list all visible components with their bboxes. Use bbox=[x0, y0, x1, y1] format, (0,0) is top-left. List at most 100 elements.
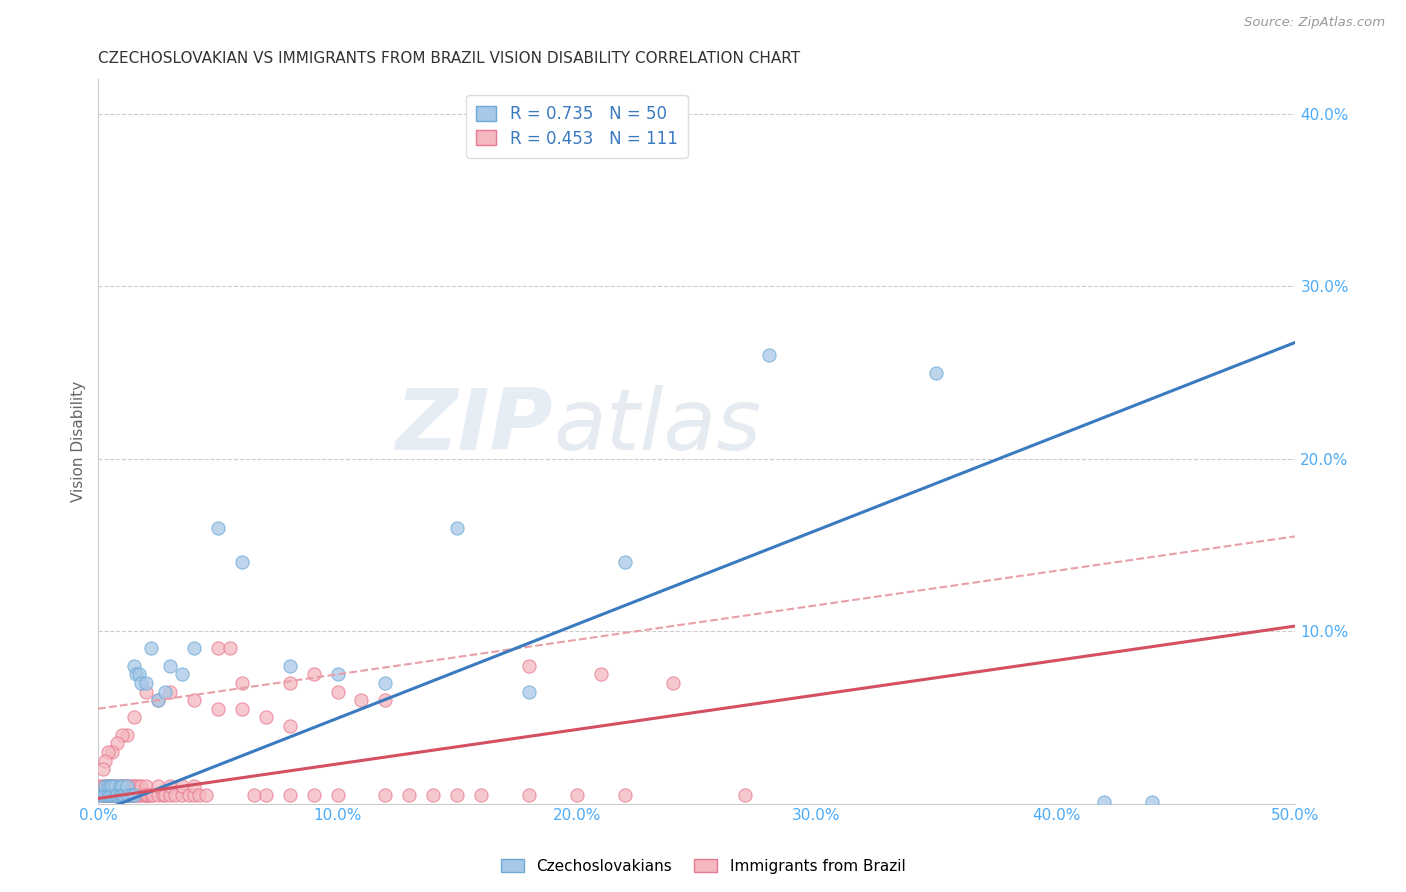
Point bbox=[132, 788, 155, 802]
Point bbox=[326, 788, 349, 802]
Point bbox=[115, 788, 138, 802]
Point bbox=[97, 788, 120, 802]
Point bbox=[111, 788, 134, 802]
Point bbox=[98, 788, 121, 802]
Point bbox=[153, 684, 176, 698]
Point bbox=[302, 788, 325, 802]
Point bbox=[517, 658, 540, 673]
Point bbox=[159, 658, 181, 673]
Point bbox=[105, 780, 128, 794]
Point bbox=[111, 788, 134, 802]
Point bbox=[91, 780, 114, 794]
Point bbox=[101, 780, 124, 794]
Point bbox=[135, 684, 157, 698]
Point bbox=[122, 788, 145, 802]
Text: ZIP: ZIP bbox=[395, 385, 553, 468]
Point bbox=[101, 788, 124, 802]
Point bbox=[139, 788, 162, 802]
Point bbox=[91, 762, 114, 776]
Point bbox=[97, 780, 120, 794]
Point bbox=[105, 736, 128, 750]
Point bbox=[925, 366, 948, 380]
Point bbox=[128, 780, 150, 794]
Point bbox=[135, 676, 157, 690]
Point bbox=[218, 641, 240, 656]
Point bbox=[139, 641, 162, 656]
Point bbox=[104, 780, 127, 794]
Point bbox=[101, 745, 124, 759]
Point bbox=[517, 788, 540, 802]
Point bbox=[118, 788, 141, 802]
Point bbox=[125, 788, 148, 802]
Point bbox=[446, 521, 468, 535]
Point bbox=[97, 745, 120, 759]
Point bbox=[183, 693, 205, 707]
Point bbox=[135, 788, 157, 802]
Point bbox=[207, 641, 229, 656]
Point bbox=[326, 667, 349, 681]
Point bbox=[98, 788, 121, 802]
Point bbox=[122, 658, 145, 673]
Point bbox=[105, 788, 128, 802]
Point bbox=[115, 788, 138, 802]
Point bbox=[135, 788, 157, 802]
Point bbox=[142, 788, 165, 802]
Point bbox=[89, 788, 111, 802]
Point bbox=[94, 780, 117, 794]
Point bbox=[662, 676, 685, 690]
Point bbox=[637, 107, 659, 121]
Point bbox=[115, 728, 138, 742]
Point bbox=[104, 780, 127, 794]
Point bbox=[183, 788, 205, 802]
Point bbox=[105, 788, 128, 802]
Point bbox=[734, 788, 756, 802]
Point bbox=[146, 693, 169, 707]
Point bbox=[613, 788, 636, 802]
Point bbox=[112, 788, 135, 802]
Point bbox=[111, 780, 134, 794]
Point bbox=[118, 780, 141, 794]
Point bbox=[207, 702, 229, 716]
Point bbox=[1092, 795, 1115, 809]
Point bbox=[183, 780, 205, 794]
Point bbox=[101, 788, 124, 802]
Point bbox=[94, 788, 117, 802]
Point bbox=[187, 788, 209, 802]
Point bbox=[122, 788, 145, 802]
Point bbox=[326, 684, 349, 698]
Point bbox=[111, 788, 134, 802]
Point bbox=[125, 667, 148, 681]
Point bbox=[194, 788, 217, 802]
Point bbox=[112, 788, 135, 802]
Point bbox=[135, 780, 157, 794]
Point bbox=[111, 788, 134, 802]
Point bbox=[278, 676, 301, 690]
Point bbox=[91, 788, 114, 802]
Point bbox=[470, 788, 492, 802]
Point bbox=[104, 788, 127, 802]
Point bbox=[374, 676, 396, 690]
Point bbox=[104, 788, 127, 802]
Point bbox=[112, 780, 135, 794]
Point bbox=[613, 555, 636, 569]
Point bbox=[108, 788, 131, 802]
Point bbox=[122, 788, 145, 802]
Point bbox=[128, 788, 150, 802]
Point bbox=[207, 521, 229, 535]
Point bbox=[152, 788, 174, 802]
Point bbox=[108, 780, 131, 794]
Point bbox=[159, 780, 181, 794]
Point bbox=[97, 788, 120, 802]
Point bbox=[254, 710, 277, 724]
Point bbox=[89, 788, 111, 802]
Point bbox=[589, 667, 612, 681]
Point bbox=[146, 693, 169, 707]
Point bbox=[278, 658, 301, 673]
Point bbox=[159, 684, 181, 698]
Point bbox=[129, 780, 152, 794]
Text: CZECHOSLOVAKIAN VS IMMIGRANTS FROM BRAZIL VISION DISABILITY CORRELATION CHART: CZECHOSLOVAKIAN VS IMMIGRANTS FROM BRAZI… bbox=[98, 51, 800, 66]
Point bbox=[89, 780, 111, 794]
Point bbox=[159, 788, 181, 802]
Point bbox=[231, 676, 253, 690]
Point bbox=[350, 693, 373, 707]
